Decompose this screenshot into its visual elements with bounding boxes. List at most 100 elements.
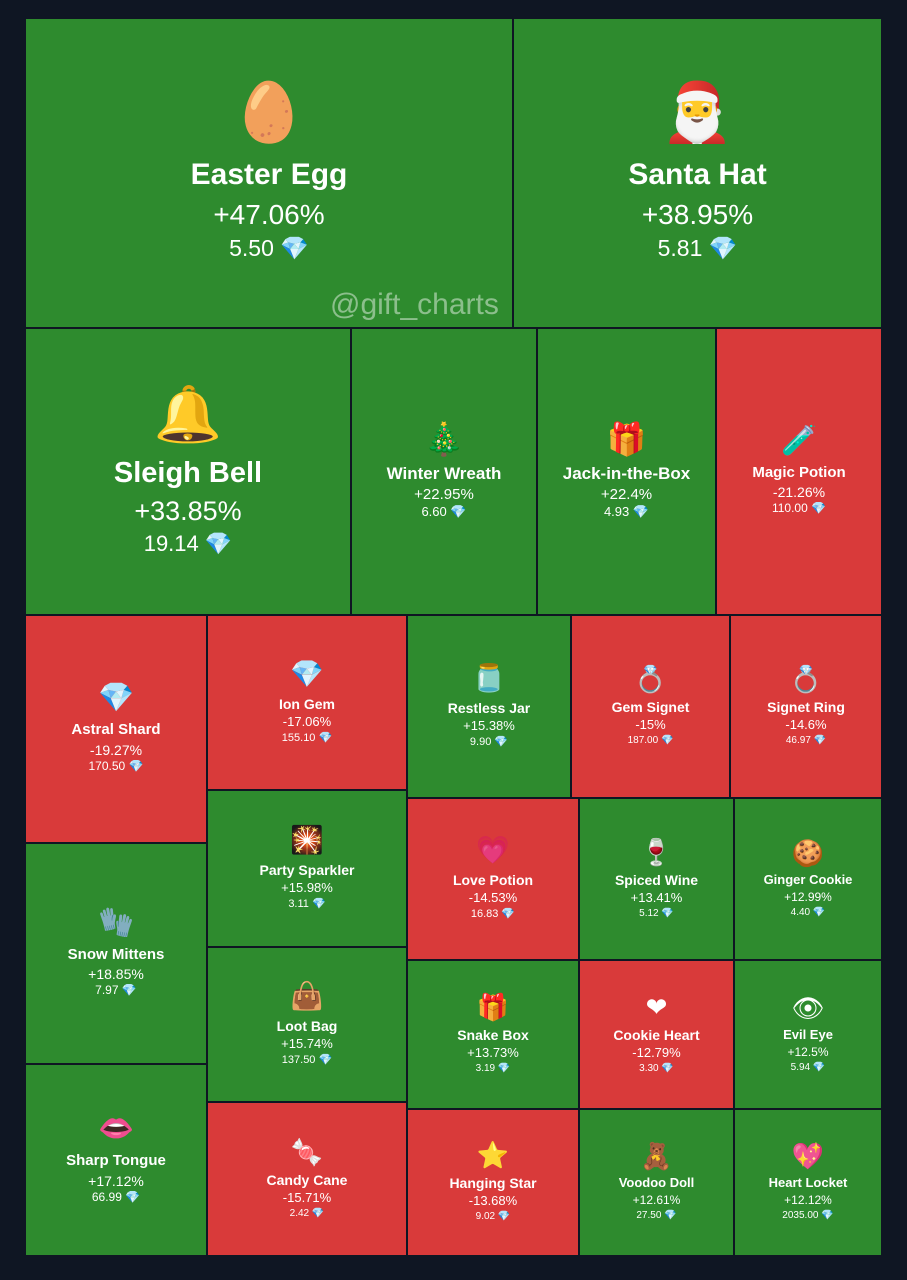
price-row: 19.14 💎 [144,531,233,556]
tile-voodoo-doll[interactable]: 🧸 Voodoo Doll +12.61% 27.50 💎 [579,1109,734,1256]
tile-sharp-tongue[interactable]: 👄 Sharp Tongue +17.12% 66.99 💎 [25,1064,207,1256]
tile-restless-jar[interactable]: 🫙 Restless Jar +15.38% 9.90 💎 [407,615,571,798]
mittens-icon: 🧤 [97,906,135,939]
item-name: Gem Signet [611,699,690,716]
price-value: 187.00 [627,735,659,747]
tile-winter-wreath[interactable]: 🎄 Winter Wreath +22.95% 6.60 💎 [351,328,537,615]
price-value: 19.14 [143,531,199,557]
price-change: +17.12% [88,1172,144,1189]
price-row: 5.94 💎 [791,1062,826,1074]
tile-jack-in-the-box[interactable]: 🎁 Jack-in-the-Box +22.4% 4.93 💎 [537,328,716,615]
price-row: 110.00 💎 [772,501,827,516]
bag-icon: 👜 [290,980,324,1011]
tile-cookie-heart[interactable]: ❤ Cookie Heart -12.79% 3.30 💎 [579,960,734,1109]
price-value: 3.11 [288,897,309,910]
diamond-icon: 💎 [446,504,467,520]
price-row: 66.99 💎 [92,1190,140,1205]
tile-signet-ring[interactable]: 💍 Signet Ring -14.6% 46.97 💎 [730,615,882,798]
locket-icon: 💖 [791,1141,825,1172]
price-row: 4.93 💎 [604,504,650,520]
diamond-icon: 💎 [810,906,826,918]
price-value: 46.97 [785,735,811,747]
price-row: 3.30 💎 [639,1063,674,1075]
diamond-icon: 💎 [125,758,144,773]
tile-astral-shard[interactable]: 💎 Astral Shard -19.27% 170.50 💎 [25,615,207,843]
gift-treemap: 🥚 Easter Egg +47.06% 5.50 💎 🎅 Santa Hat +38.95… [25,18,882,1256]
item-name: Voodoo Doll [618,1175,695,1191]
price-row: 9.90 💎 [470,736,508,749]
tile-party-sparkler[interactable]: 🎇 Party Sparkler +15.98% 3.11 💎 [207,790,407,947]
price-change: +15.74% [281,1035,333,1051]
price-change: +33.85% [134,496,242,526]
tile-loot-bag[interactable]: 👜 Loot Bag +15.74% 137.50 💎 [207,947,407,1102]
tile-snake-box[interactable]: 🎁 Snake Box +13.73% 3.19 💎 [407,960,579,1109]
gold-ring-icon: 💍 [789,664,823,695]
price-value: 2.42 [289,1207,310,1219]
tile-candy-cane[interactable]: 🍬 Candy Cane -15.71% 2.42 💎 [207,1102,407,1256]
love-potion-icon: 💗 [476,835,510,866]
item-name: Hanging Star [449,1175,537,1192]
price-row: 7.97 💎 [95,983,137,998]
tile-sleigh-bell[interactable]: 🔔 Sleigh Bell +33.85% 19.14 💎 [25,328,351,615]
price-value: 6.60 [421,504,447,520]
tile-evil-eye[interactable]: 👁 Evil Eye +12.5% 5.94 💎 [734,960,882,1109]
diamond-icon: 💎 [118,983,137,998]
potion-icon: 🧪 [780,424,818,457]
tile-santa-hat[interactable]: 🎅 Santa Hat +38.95% 5.81 💎 [513,18,882,328]
diamond-icon: 💎 [629,504,650,520]
price-value: 3.30 [639,1063,659,1075]
price-value: 5.50 [229,235,274,262]
price-change: +22.4% [600,486,653,504]
price-change: -14.6% [785,717,827,733]
price-change: -14.53% [468,890,518,906]
tile-easter-egg[interactable]: 🥚 Easter Egg +47.06% 5.50 💎 [25,18,513,328]
price-value: 5.12 [639,907,659,919]
diamond-icon: 💎 [807,501,827,516]
tile-ginger-cookie[interactable]: 🍪 Ginger Cookie +12.99% 4.40 💎 [734,798,882,960]
lips-icon: 👄 [97,1113,135,1146]
tile-magic-potion[interactable]: 🧪 Magic Potion -21.26% 110.00 💎 [716,328,882,615]
price-change: +15.98% [281,879,333,895]
tile-gem-signet[interactable]: 💍 Gem Signet -15% 187.00 💎 [571,615,730,798]
tile-hanging-star[interactable]: ⭐ Hanging Star -13.68% 9.02 💎 [407,1109,579,1256]
price-change: -15% [635,717,666,733]
tile-snow-mittens[interactable]: 🧤 Snow Mittens +18.85% 7.97 💎 [25,843,207,1064]
wreath-icon: 🎄 [424,420,464,457]
wine-icon: 🍷 [640,836,673,867]
diamond-icon: 💎 [491,735,509,748]
item-name: Cookie Heart [613,1027,700,1044]
item-name: Ginger Cookie [763,871,853,887]
price-value: 155.10 [281,731,316,744]
diamond-icon: 💎 [658,735,674,747]
bell-icon: 🔔 [153,382,223,445]
price-value: 170.50 [88,758,126,773]
price-row: 5.50 💎 [229,235,309,261]
item-name: Restless Jar [447,699,531,716]
tile-love-potion[interactable]: 💗 Love Potion -14.53% 16.83 💎 [407,798,579,960]
diamond-icon: 💎 [498,908,516,921]
heart-cookie-icon: ❤ [645,992,668,1023]
diamond-icon: 💎 [810,1062,826,1074]
tile-ion-gem[interactable]: 💎 Ion Gem -17.06% 155.10 💎 [207,615,407,790]
diamond-icon: 💎 [658,907,674,919]
price-change: -13.68% [468,1193,518,1209]
price-row: 5.12 💎 [639,908,674,920]
doll-icon: 🧸 [640,1141,673,1172]
price-value: 27.50 [636,1210,662,1222]
price-row: 137.50 💎 [282,1054,332,1067]
price-value: 5.81 [657,235,703,262]
diamond-icon: 💎 [658,1063,674,1075]
candy-cane-icon: 🍬 [290,1136,324,1167]
price-value: 137.50 [281,1053,316,1066]
price-value: 5.94 [790,1062,811,1074]
tile-heart-locket[interactable]: 💖 Heart Locket +12.12% 2035.00 💎 [734,1109,882,1256]
tile-spiced-wine[interactable]: 🍷 Spiced Wine +13.41% 5.12 💎 [579,798,734,960]
price-row: 9.02 💎 [476,1211,511,1223]
diamond-icon: 💎 [702,235,738,262]
item-name: Spiced Wine [614,871,699,888]
price-row: 5.81 💎 [658,235,738,261]
price-change: -12.79% [632,1045,681,1061]
price-row: 187.00 💎 [628,735,674,747]
price-row: 3.11 💎 [288,898,325,911]
diamond-icon: 💎 [661,1210,677,1222]
